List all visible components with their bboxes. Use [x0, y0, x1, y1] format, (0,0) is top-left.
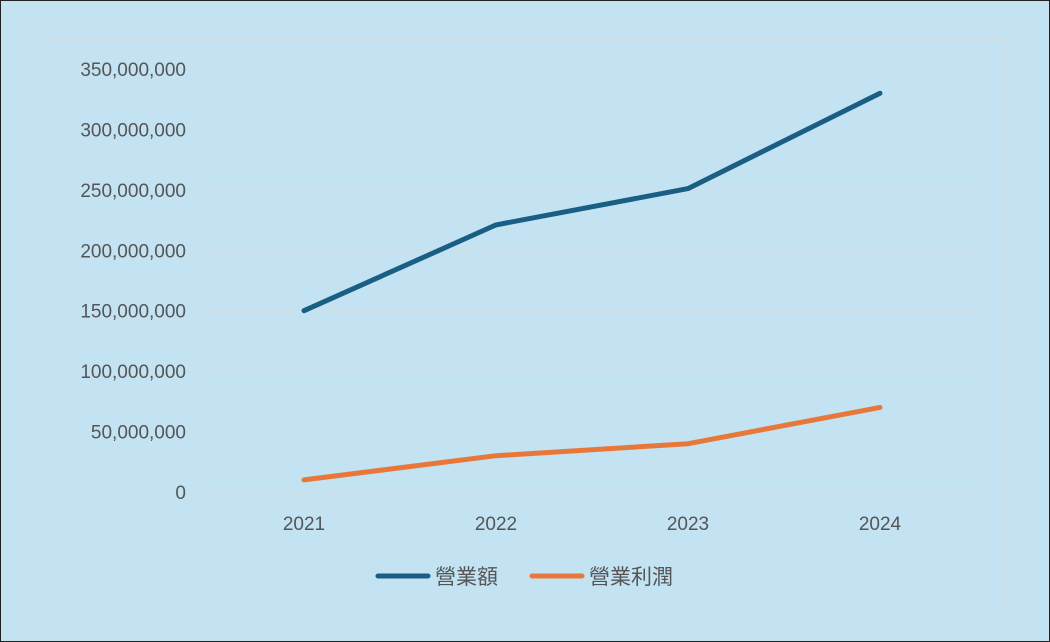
y-tick-label-6: 300,000,000	[80, 120, 186, 141]
x-tick-label-2: 2023	[667, 514, 709, 535]
y-tick-label-2: 100,000,000	[80, 362, 186, 383]
x-tick-label-1: 2022	[475, 514, 517, 535]
x-tick-label-0: 2021	[283, 514, 325, 535]
x-tick-label-3: 2024	[859, 514, 902, 535]
legend-label-0: 營業額	[435, 565, 498, 589]
y-tick-label-5: 250,000,000	[80, 181, 186, 202]
series-line-0	[301, 90, 883, 314]
series-line-1	[301, 404, 883, 483]
chart-area-border	[47, 38, 1005, 612]
legend-label-1: 營業利潤	[589, 565, 673, 589]
y-tick-label-7: 350,000,000	[80, 60, 186, 81]
y-tick-label-1: 50,000,000	[91, 423, 186, 444]
y-tick-label-0: 0	[175, 483, 186, 504]
y-tick-label-3: 150,000,000	[80, 302, 186, 323]
y-tick-label-4: 200,000,000	[80, 241, 186, 262]
